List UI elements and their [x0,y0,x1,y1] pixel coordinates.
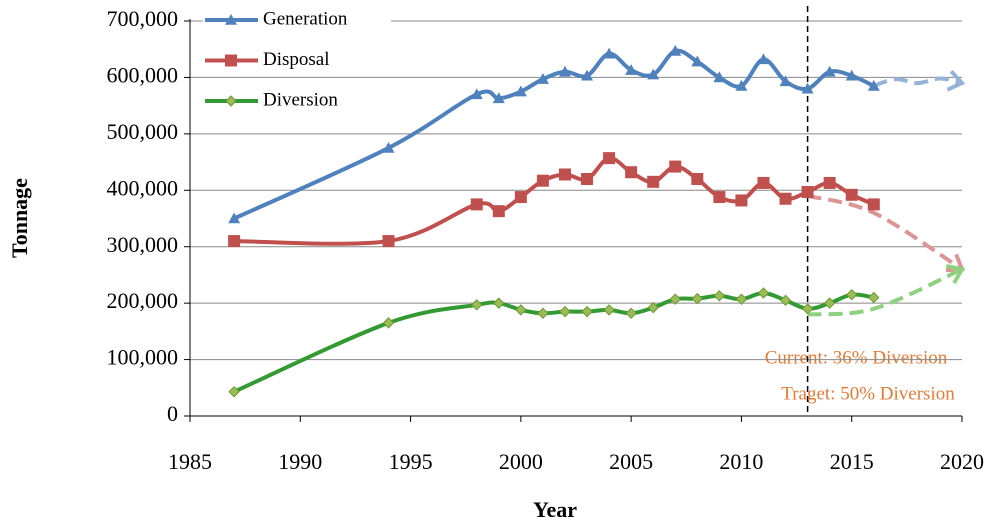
series-line [233,290,875,394]
x-tick-label: 2010 [719,449,763,474]
marker [603,152,616,165]
marker [713,71,726,83]
y-tick-label: 400,000 [107,175,179,200]
marker [492,92,505,104]
marker [225,14,237,25]
marker [625,64,638,75]
marker [867,198,880,211]
marker [757,287,770,299]
y-tick-label: 100,000 [107,345,179,370]
marker [515,304,527,316]
marker [669,44,682,56]
marker [470,88,483,100]
marker [779,192,792,205]
marker [757,176,770,189]
marker [735,194,748,207]
marker [735,293,748,305]
y-axis-title: Tonnage [7,178,32,258]
marker [603,304,615,316]
projection-line [873,76,963,88]
x-tick-label: 2005 [609,449,653,474]
marker [382,141,395,153]
projection-line [807,267,963,317]
marker [757,53,770,65]
marker [669,160,682,173]
x-tick-label: 2020 [940,449,984,474]
marker [228,212,241,224]
marker [691,173,704,185]
legend-label: Diversion [263,89,338,110]
marker [779,75,792,87]
x-tick-label: 2000 [499,449,543,474]
y-tick-label: 0 [167,401,178,426]
marker [581,305,593,318]
x-tick-label: 1990 [278,449,322,474]
marker [471,299,483,311]
marker [228,386,240,398]
marker [625,166,638,179]
marker [558,168,571,181]
marker [845,69,858,81]
marker [647,68,660,80]
marker [823,65,836,77]
marker [225,95,237,107]
marker [867,79,880,91]
marker [647,175,660,188]
marker [559,305,571,318]
marker [868,291,880,304]
marker [514,85,527,97]
marker [823,176,836,189]
marker [647,301,659,314]
annotation: Traget: 50% Diversion [781,383,955,404]
marker [492,205,505,218]
marker [536,73,549,84]
y-tick-label: 500,000 [107,119,179,144]
marker [735,79,748,91]
marker [558,65,571,77]
x-tick-label: 1995 [389,449,433,474]
marker [669,293,681,305]
arrowhead [945,264,966,285]
marker [845,188,858,201]
x-axis-title: Year [533,497,577,522]
y-tick-label: 700,000 [107,6,179,31]
marker [382,235,395,248]
marker [581,69,594,81]
marker [846,288,858,301]
marker [537,307,549,320]
legend-label: Disposal [263,49,330,70]
y-tick-label: 300,000 [107,232,179,257]
marker [713,290,726,302]
series-line [234,156,875,246]
marker [225,54,237,67]
marker [382,317,395,329]
marker [228,235,241,248]
marker [713,191,726,204]
x-tick-label: 1985 [168,449,212,474]
y-tick-label: 600,000 [107,62,179,87]
marker [625,307,637,320]
marker [603,47,616,59]
marker [536,174,549,187]
marker [801,303,814,315]
series-line [233,48,875,221]
annotation: Current: 36% Diversion [765,347,948,368]
marker [801,185,814,198]
x-tick-label: 2015 [830,449,874,474]
marker [779,294,792,307]
marker [823,297,836,309]
legend-label: Generation [263,8,348,29]
y-tick-label: 200,000 [107,288,179,313]
marker [470,198,483,211]
arrowhead [946,69,966,92]
marker [801,82,814,94]
projection-line [807,193,964,271]
marker [691,292,704,305]
marker [493,297,505,309]
marker [514,191,527,204]
marker [691,55,704,67]
marker [581,173,594,185]
